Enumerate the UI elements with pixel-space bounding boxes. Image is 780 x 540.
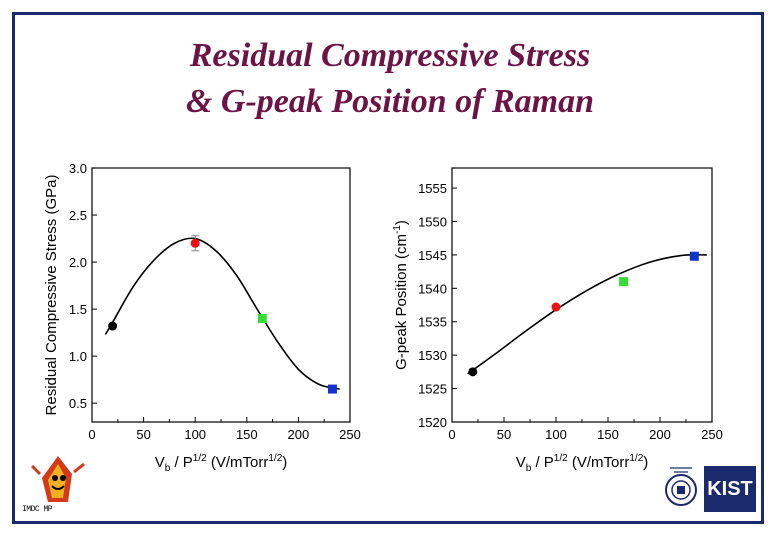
fit-curve-2 [467, 254, 707, 375]
y-tick-label: 1550 [418, 214, 447, 229]
fit-curve-1 [104, 237, 340, 390]
x-tick-label: 200 [649, 427, 671, 442]
data-point [327, 384, 337, 394]
y-tick-label: 1545 [418, 248, 447, 263]
y-tick-label: 1.0 [69, 349, 87, 364]
y-tick-label: 3.0 [69, 161, 87, 176]
x-tick-label: 250 [339, 427, 361, 442]
x-tick-label: 150 [236, 427, 258, 442]
data-point [257, 314, 267, 324]
y-tick-label: 1530 [418, 348, 447, 363]
plot-frame-1 [91, 167, 351, 423]
x-axis-label: Vb / P1/2 (V/mTorr1/2) [155, 453, 288, 474]
plot-frame-2 [451, 167, 713, 423]
x-tick-label: 100 [184, 427, 206, 442]
flame-mascot-logo [30, 456, 85, 502]
data-point [689, 251, 699, 261]
y-tick-label: 1540 [418, 281, 447, 296]
slide-title-line2: & G-peak Position of Raman [185, 83, 595, 120]
kist-logo: KIST [704, 466, 756, 512]
y-axis-label: G-peak Position (cm-1) [392, 220, 410, 370]
x-tick-label: 200 [288, 427, 310, 442]
data-point [190, 238, 200, 248]
institution-seal-logo [665, 467, 697, 506]
data-point [551, 302, 561, 312]
y-axis-label: Residual Compressive Stress (GPa) [43, 175, 60, 416]
data-point [108, 321, 118, 331]
slide-frame [12, 12, 764, 524]
x-tick-label: 0 [448, 427, 455, 442]
y-tick-label: 2.0 [69, 255, 87, 270]
x-tick-label: 50 [497, 427, 511, 442]
data-point [619, 277, 629, 287]
x-tick-label: 250 [701, 427, 723, 442]
y-tick-label: 1520 [418, 415, 447, 430]
left-logo-text: IMDC MP [22, 505, 53, 514]
x-axis-label: Vb / P1/2 (V/mTorr1/2) [516, 453, 649, 474]
y-tick-label: 1.5 [69, 302, 87, 317]
y-tick-label: 1535 [418, 315, 447, 330]
y-tick-label: 1525 [418, 382, 447, 397]
x-tick-label: 150 [597, 427, 619, 442]
slide-title-line1: Residual Compressive Stress [189, 37, 591, 74]
x-tick-label: 50 [136, 427, 150, 442]
y-tick-label: 0.5 [69, 396, 87, 411]
x-tick-label: 100 [545, 427, 567, 442]
y-tick-label: 1555 [418, 181, 447, 196]
x-tick-label: 0 [88, 427, 95, 442]
data-point [468, 367, 478, 377]
y-tick-label: 2.5 [69, 208, 87, 223]
